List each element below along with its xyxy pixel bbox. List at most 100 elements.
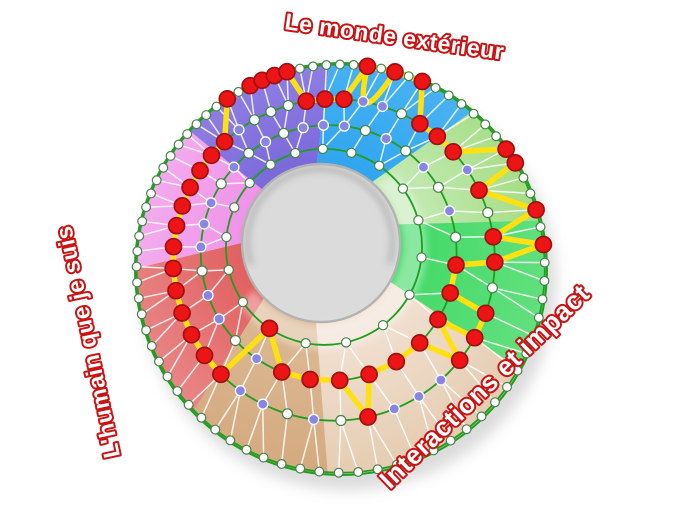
red-node	[181, 178, 199, 197]
wheel-node	[461, 424, 472, 435]
wheel-node	[334, 59, 345, 70]
wheel-node	[535, 221, 546, 232]
red-node	[485, 253, 504, 271]
wheel-node	[172, 386, 183, 397]
wheel-node	[258, 452, 269, 463]
wheel-node	[480, 119, 491, 130]
wheel-node	[374, 160, 385, 171]
wheel-node	[265, 106, 277, 118]
wheel-node	[210, 424, 221, 435]
wheel-node	[443, 205, 456, 217]
wheel-node	[248, 114, 261, 126]
wheel-node	[400, 145, 412, 157]
label-human-self: L'humain que je suis	[50, 224, 125, 461]
wheel-node	[348, 59, 359, 70]
wheel-node	[338, 120, 350, 132]
wheel-node	[191, 119, 202, 130]
wheel-node	[225, 435, 236, 446]
red-node	[335, 90, 353, 109]
red-node	[297, 92, 316, 111]
wheel-node	[295, 463, 306, 474]
red-node	[411, 114, 429, 133]
red-node	[484, 227, 503, 246]
wheel-node	[376, 100, 389, 113]
wheel-node	[281, 408, 293, 420]
red-node	[173, 197, 192, 215]
wheel-node	[233, 86, 244, 97]
red-node	[316, 90, 334, 108]
wheel-node	[201, 110, 212, 121]
wheel-node	[233, 124, 245, 136]
wheel-node	[136, 309, 147, 320]
wheel-node	[521, 348, 532, 359]
wheel-node	[539, 257, 550, 268]
wheel-node	[158, 162, 169, 173]
wheel-node	[404, 289, 415, 300]
wheel-node	[234, 385, 247, 397]
wheel-node	[294, 63, 305, 74]
wheel-node	[372, 464, 383, 475]
red-node	[429, 310, 447, 329]
wheel-node	[183, 399, 194, 410]
red-node	[167, 216, 186, 235]
wheel-node	[308, 61, 319, 72]
wheel-node	[276, 459, 287, 470]
wheel-node	[413, 390, 425, 403]
wheel-node	[278, 127, 290, 139]
wheel-node	[317, 119, 330, 131]
wheel-node	[335, 414, 347, 427]
wheel-node	[539, 275, 550, 286]
red-node	[301, 370, 319, 389]
wheel-node	[165, 150, 176, 161]
wheel-node	[131, 261, 142, 272]
wheel-node	[202, 289, 214, 302]
wheel-node	[413, 215, 424, 226]
red-node	[164, 259, 183, 278]
wheel-node	[241, 444, 252, 455]
wheel-node	[359, 124, 371, 137]
red-node	[410, 334, 429, 352]
wheel-node	[132, 277, 143, 288]
red-node	[195, 346, 214, 365]
wheel-node	[146, 188, 157, 199]
red-node	[330, 371, 349, 390]
wheel-node	[476, 411, 487, 422]
wheel-node	[321, 59, 332, 70]
wheel-node	[205, 197, 217, 209]
wheel-node	[533, 312, 544, 323]
red-node	[260, 319, 279, 338]
wheel-node	[403, 71, 414, 82]
wheel-node	[416, 252, 427, 263]
wheel-node	[518, 172, 529, 183]
red-node	[212, 365, 230, 384]
wheel-node	[468, 108, 479, 119]
red-node	[386, 63, 404, 81]
wheel-node	[198, 218, 210, 230]
red-node	[534, 235, 553, 254]
wheel-node	[317, 143, 328, 155]
wheel-node	[215, 178, 227, 190]
wheel-node	[297, 122, 309, 134]
red-node	[218, 90, 237, 108]
wheel-node	[213, 313, 225, 325]
wheel-node	[133, 293, 144, 304]
red-node	[167, 281, 185, 300]
red-node	[359, 408, 377, 426]
wheel-node	[237, 296, 249, 308]
wheel-node	[482, 207, 494, 219]
wheel-node	[435, 374, 447, 386]
wheel-node	[353, 467, 364, 478]
hole-rim	[240, 162, 402, 324]
red-node	[476, 304, 495, 323]
wheel-node	[229, 202, 240, 213]
wheel-node	[456, 98, 467, 109]
red-node	[191, 161, 209, 180]
red-node	[444, 142, 463, 161]
wheel-node	[308, 413, 320, 426]
wheel-node	[243, 147, 255, 159]
wheel-node	[430, 82, 441, 93]
wheel-node	[528, 330, 539, 341]
wheel-node	[490, 397, 501, 408]
red-node	[182, 325, 201, 344]
